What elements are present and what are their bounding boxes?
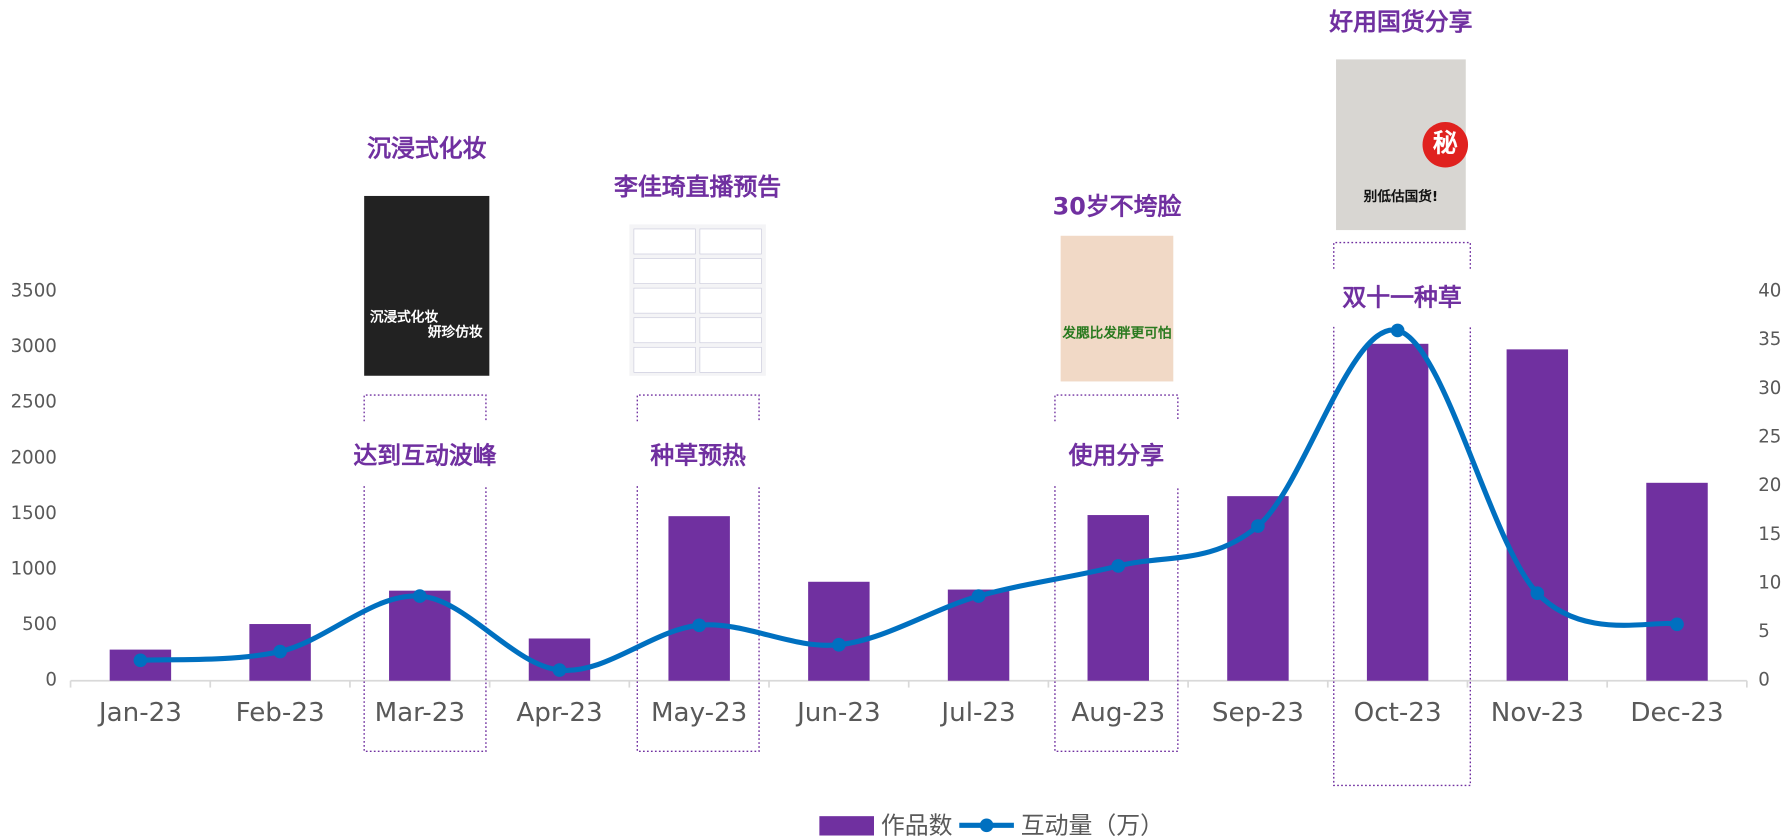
- line-marker: [1111, 559, 1126, 573]
- line: [140, 327, 1678, 673]
- annotation-label: 使用分享: [1068, 442, 1165, 470]
- annotation-label: 达到互动波峰: [353, 442, 496, 470]
- line-marker: [552, 663, 567, 677]
- line-marker: [692, 618, 706, 633]
- line-marker: [832, 637, 846, 652]
- image-cell: [699, 346, 762, 373]
- image-text: 秘: [1433, 129, 1458, 158]
- legend-label: 互动量（万）: [1021, 811, 1164, 838]
- y2-tick-label: 0: [1758, 670, 1770, 691]
- annotation-box: [363, 486, 487, 752]
- annotation-image: [1060, 235, 1174, 382]
- bar: [1087, 515, 1149, 681]
- y2-tick-label: 40: [1758, 281, 1781, 302]
- annotation-box: [636, 394, 760, 422]
- image-text: 别低估国货!: [1363, 188, 1438, 205]
- line-marker: [1530, 586, 1545, 601]
- image-cell: [699, 287, 762, 314]
- annotation-title: 好用国货分享: [1328, 8, 1472, 36]
- image-cell: [699, 228, 762, 255]
- annotation-box: [1054, 486, 1179, 752]
- image-text: 妍珍仿妆: [428, 324, 483, 341]
- image-cell: [633, 258, 696, 284]
- image-cell: [633, 346, 696, 373]
- bar: [668, 516, 730, 681]
- annotation-box: [1054, 394, 1179, 422]
- y-tick-label: 0: [45, 670, 57, 691]
- y2-tick-label: 35: [1758, 329, 1781, 350]
- image-badge: [1422, 121, 1469, 168]
- annotation-label: 种草预热: [650, 442, 746, 470]
- bar: [389, 590, 451, 681]
- annotation-title: 30岁不垮脸: [1053, 192, 1183, 220]
- y2-tick-label: 30: [1758, 378, 1781, 399]
- line-marker: [1670, 617, 1684, 632]
- y-tick-label: 1500: [11, 503, 57, 524]
- x-tick-label: Oct-23: [1354, 698, 1442, 728]
- annotation-label: 双十一种草: [1342, 283, 1462, 311]
- y-tick-label: 3500: [11, 281, 57, 302]
- x-tick-label: Sep-23: [1212, 698, 1304, 728]
- annotation-box: [1333, 326, 1472, 787]
- annotation-title: 沉浸式化妆: [367, 134, 487, 162]
- line-marker: [412, 589, 427, 603]
- y-tick-label: 2500: [11, 392, 57, 413]
- image-cell: [633, 317, 696, 344]
- y-tick-label: 500: [22, 614, 57, 635]
- line-marker: [1390, 323, 1405, 338]
- legend-swatch: [979, 818, 994, 833]
- x-tick-label: Jul-23: [939, 698, 1015, 728]
- image-cell: [633, 287, 696, 314]
- x-tick-label: Aug-23: [1071, 698, 1165, 728]
- line-marker: [133, 653, 148, 668]
- x-tick-label: Feb-23: [236, 698, 325, 728]
- x-tick-label: Apr-23: [516, 698, 602, 728]
- line-marker: [273, 644, 287, 659]
- annotation-title: 李佳琦直播预告: [614, 173, 781, 201]
- y2-tick-label: 20: [1758, 475, 1781, 496]
- y-tick-label: 1000: [11, 559, 57, 580]
- image-cell: [699, 317, 762, 344]
- y2-tick-label: 15: [1758, 524, 1781, 545]
- y2-tick-label: 5: [1758, 621, 1770, 642]
- y2-tick-label: 25: [1758, 426, 1781, 447]
- x-tick-label: May-23: [651, 698, 747, 728]
- x-tick-label: Mar-23: [375, 698, 465, 728]
- image-text: 沉浸式化妆: [370, 309, 439, 326]
- image-cell: [633, 228, 696, 255]
- annotation-box: [1333, 241, 1472, 269]
- annotation-image: [364, 195, 490, 376]
- annotation-box: [363, 394, 487, 422]
- image-text: 发腮比发胖更可怕: [1061, 325, 1171, 342]
- x-tick-label: Jun-23: [795, 698, 881, 728]
- y-tick-label: 3000: [11, 336, 57, 357]
- legend-label: 作品数: [881, 811, 953, 838]
- legend-swatch: [819, 816, 874, 836]
- x-tick-label: Nov-23: [1491, 698, 1584, 728]
- y2-tick-label: 10: [1758, 572, 1781, 593]
- annotation-box: [636, 486, 760, 752]
- bar: [1646, 482, 1708, 681]
- bar: [1366, 343, 1429, 681]
- bar: [808, 581, 870, 681]
- y-tick-label: 2000: [11, 447, 57, 468]
- x-tick-label: Dec-23: [1630, 698, 1723, 728]
- x-tick-label: Jan-23: [97, 698, 182, 728]
- image-cell: [699, 258, 762, 284]
- line-marker: [971, 589, 986, 603]
- line-marker: [1251, 519, 1265, 533]
- bar: [1506, 349, 1569, 681]
